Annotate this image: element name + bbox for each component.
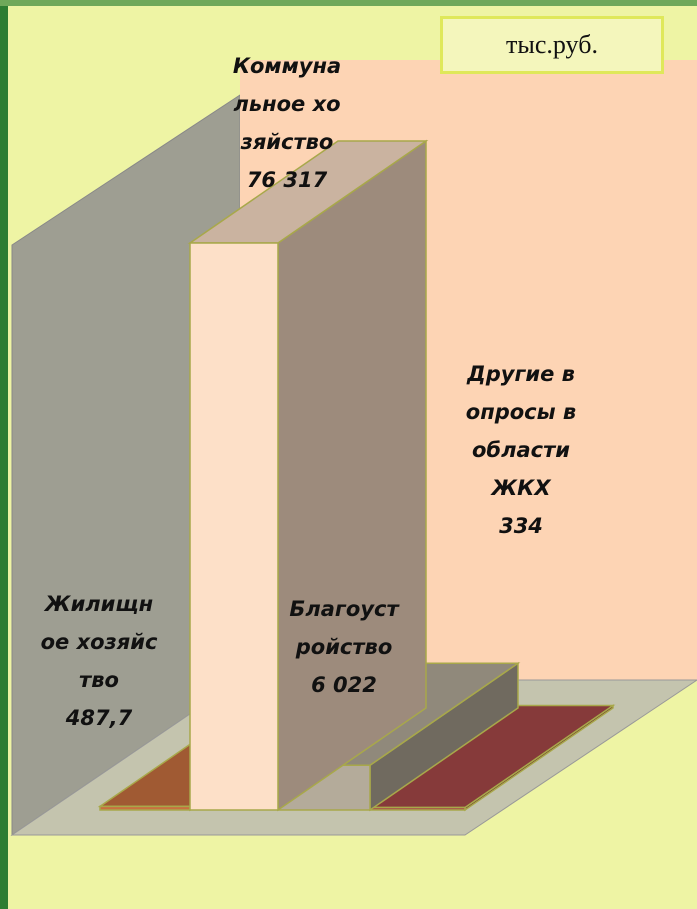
data-label: Благоустройство 6 022 — [285, 590, 403, 704]
unit-label: тыс.руб. — [440, 16, 664, 74]
value-label: 6 022 — [311, 673, 377, 697]
frame-top — [0, 0, 697, 6]
bars — [97, 139, 616, 812]
data-label: Другие вопросы в области ЖКХ 334 — [462, 355, 580, 545]
frame-left — [0, 0, 8, 909]
value-label: 487,7 — [65, 706, 133, 730]
category-label: Другие вопросы в области ЖКХ — [465, 362, 577, 500]
bar-front — [369, 806, 466, 811]
bar-front — [189, 242, 279, 811]
category-label: Жилищное хозяйство — [40, 592, 158, 692]
bar-front — [99, 805, 191, 811]
value-label: 76 317 — [246, 168, 328, 192]
value-label: 334 — [499, 514, 543, 538]
category-label: Благоустройство — [289, 597, 399, 659]
data-label: Коммунальное хозяйство 76 317 — [228, 47, 346, 199]
data-label: Жилищное хозяйство 487,7 — [40, 585, 158, 737]
category-label: Коммунальное хозяйство — [232, 54, 342, 154]
bar-side — [277, 139, 427, 812]
